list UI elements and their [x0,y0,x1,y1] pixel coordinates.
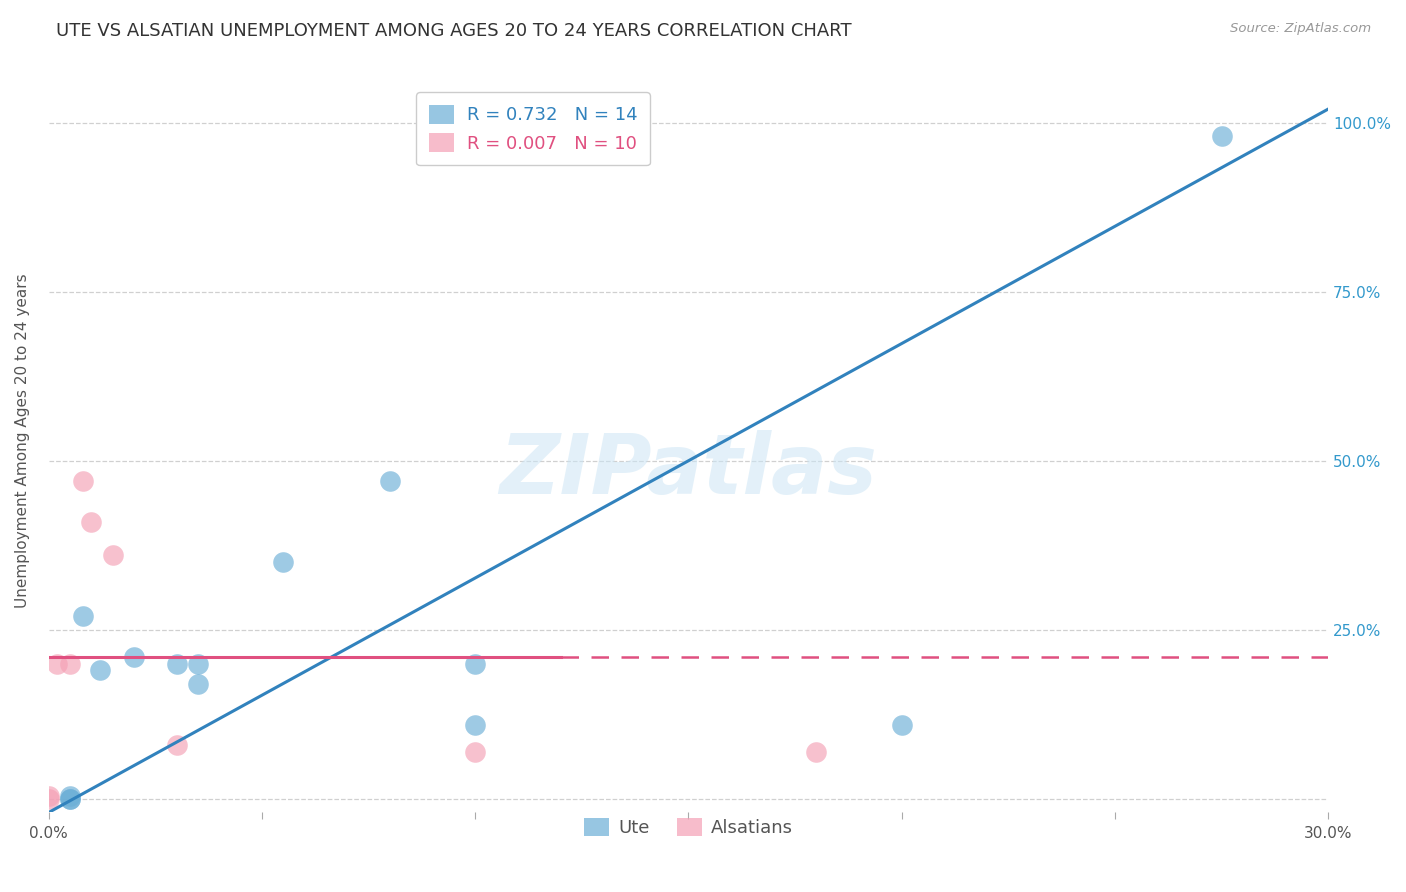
Point [38,792,60,806]
Text: ZIPatlas: ZIPatlas [499,430,877,511]
Point [72,474,94,488]
Point [271,555,294,569]
Point [59,792,82,806]
Y-axis label: Unemployment Among Ages 20 to 24 years: Unemployment Among Ages 20 to 24 years [15,273,30,607]
Point [187,657,209,671]
Point [59,789,82,803]
Point [72,609,94,624]
Point [89,664,111,678]
Point [38,789,60,803]
Point [1211,129,1233,144]
Legend: Ute, Alsatians: Ute, Alsatians [576,811,800,845]
Point [806,745,828,759]
Point [59,792,82,806]
Text: Source: ZipAtlas.com: Source: ZipAtlas.com [1230,22,1371,36]
Point [378,474,401,488]
Point [166,738,188,752]
Point [101,549,124,563]
Point [187,677,209,691]
Point [122,649,145,664]
Point [46,657,69,671]
Point [80,515,103,529]
Point [464,745,486,759]
Point [890,717,912,731]
Point [464,717,486,731]
Point [166,657,188,671]
Point [59,657,82,671]
Point [464,657,486,671]
Text: UTE VS ALSATIAN UNEMPLOYMENT AMONG AGES 20 TO 24 YEARS CORRELATION CHART: UTE VS ALSATIAN UNEMPLOYMENT AMONG AGES … [56,22,852,40]
